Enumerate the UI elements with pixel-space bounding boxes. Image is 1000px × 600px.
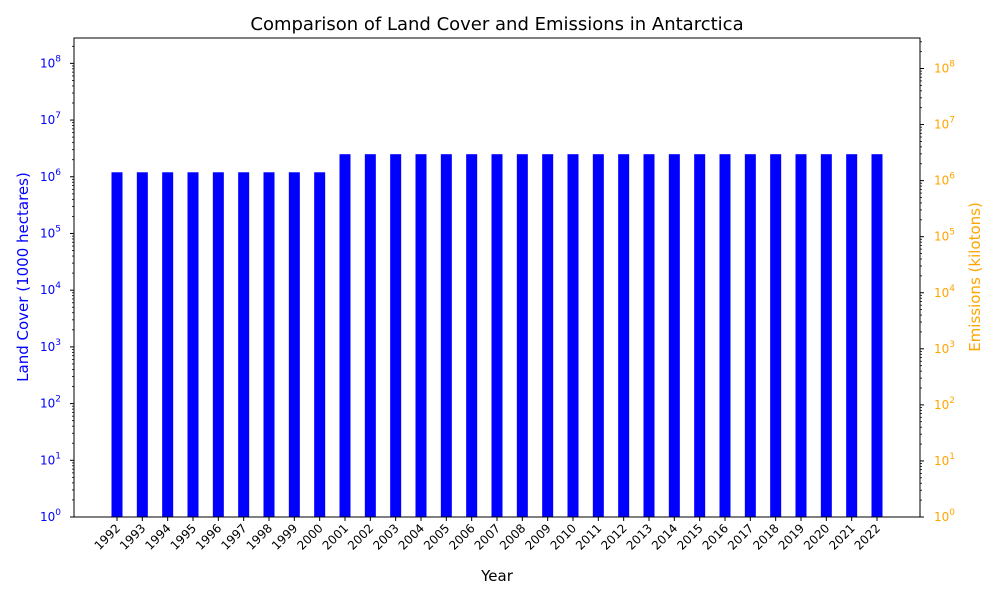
bar-2010: [567, 154, 579, 517]
bar-1993: [136, 172, 148, 517]
bar-2009: [542, 154, 554, 517]
x-tick-label-2003: 2003: [370, 521, 401, 552]
bar-2013: [643, 154, 655, 517]
chart-title: Comparison of Land Cover and Emissions i…: [250, 14, 743, 35]
bar-2005: [440, 154, 452, 517]
right-tick-label: 108: [934, 60, 955, 76]
x-tick-label-1994: 1994: [142, 521, 173, 552]
right-axis-ticks: 100 101 102 103 104 105 106 107 108: [920, 41, 955, 524]
left-tick-label: 101: [40, 451, 61, 467]
x-tick-label-1999: 1999: [269, 521, 300, 552]
x-tick-label-2006: 2006: [446, 521, 477, 552]
right-tick-label: 103: [934, 340, 955, 356]
bar-2003: [390, 154, 402, 517]
bar-2006: [466, 154, 478, 517]
right-tick-label: 102: [934, 396, 955, 412]
bar-2007: [491, 154, 503, 517]
left-axis-label: Land Cover (1000 hectares): [14, 172, 32, 382]
x-tick-label-1996: 1996: [193, 521, 224, 552]
x-tick-label-2018: 2018: [750, 521, 781, 552]
x-tick-label-2015: 2015: [674, 521, 705, 552]
bar-series-land-cover: [111, 154, 883, 517]
x-tick-label-2012: 2012: [598, 521, 629, 552]
bar-1996: [212, 172, 224, 517]
bar-2017: [744, 154, 756, 517]
x-tick-label-1993: 1993: [117, 521, 148, 552]
x-tick-label-1992: 1992: [92, 521, 123, 552]
bar-2011: [592, 154, 604, 517]
bar-2014: [668, 154, 680, 517]
bar-2008: [516, 154, 528, 517]
bar-1994: [162, 172, 174, 517]
right-tick-label: 107: [934, 116, 955, 132]
x-tick-label-2019: 2019: [776, 521, 807, 552]
bar-1995: [187, 172, 199, 517]
x-tick-label-2007: 2007: [472, 521, 503, 552]
x-tick-label-2002: 2002: [345, 521, 376, 552]
right-tick-label: 106: [934, 172, 955, 188]
bar-1992: [111, 172, 123, 517]
bar-2000: [314, 172, 326, 517]
left-tick-label: 107: [40, 111, 61, 127]
bar-2018: [770, 154, 782, 517]
x-tick-label-1998: 1998: [244, 521, 275, 552]
right-tick-label: 104: [934, 284, 955, 300]
x-tick-label-2013: 2013: [624, 521, 655, 552]
right-axis-label: Emissions (kilotons): [966, 202, 984, 352]
x-tick-label-2022: 2022: [852, 521, 883, 552]
x-tick-label-2010: 2010: [548, 521, 579, 552]
x-tick-label-2020: 2020: [801, 521, 832, 552]
bar-1999: [288, 172, 300, 517]
x-tick-label-2021: 2021: [826, 521, 857, 552]
bar-2021: [846, 154, 858, 517]
x-tick-label-2017: 2017: [725, 521, 756, 552]
x-tick-label-2014: 2014: [649, 521, 680, 552]
bar-2004: [415, 154, 427, 517]
x-tick-label-1995: 1995: [168, 521, 199, 552]
bar-1997: [238, 172, 250, 517]
left-tick-label: 105: [40, 224, 61, 240]
bar-2022: [871, 154, 883, 517]
x-tick-label-2005: 2005: [421, 521, 452, 552]
bar-2012: [618, 154, 630, 517]
left-tick-label: 102: [40, 395, 61, 411]
x-tick-label-2000: 2000: [294, 521, 325, 552]
left-tick-label: 103: [40, 338, 61, 354]
x-axis-ticks: 1992199319941995199619971998199920002001…: [92, 517, 883, 553]
bar-1998: [263, 172, 275, 517]
left-tick-label: 104: [40, 281, 61, 297]
bar-2015: [694, 154, 706, 517]
x-tick-label-2001: 2001: [320, 521, 351, 552]
left-axis-ticks: 100 101 102 103 104 105 106 107 108: [40, 45, 74, 524]
left-tick-label: 106: [40, 168, 61, 184]
x-tick-label-1997: 1997: [218, 521, 249, 552]
x-tick-label-2009: 2009: [522, 521, 553, 552]
left-tick-label: 100: [40, 508, 61, 524]
right-tick-label: 100: [934, 508, 955, 524]
x-axis-label: Year: [480, 567, 514, 585]
right-tick-label: 101: [934, 452, 955, 468]
bar-2001: [339, 154, 351, 517]
x-tick-label-2004: 2004: [396, 521, 427, 552]
x-tick-label-2016: 2016: [700, 521, 731, 552]
bar-2002: [364, 154, 376, 517]
bar-2019: [795, 154, 807, 517]
bar-2020: [820, 154, 832, 517]
right-tick-label: 105: [934, 228, 955, 244]
x-tick-label-2011: 2011: [573, 521, 604, 552]
x-tick-label-2008: 2008: [497, 521, 528, 552]
left-tick-label: 108: [40, 54, 61, 70]
bar-2016: [719, 154, 731, 517]
